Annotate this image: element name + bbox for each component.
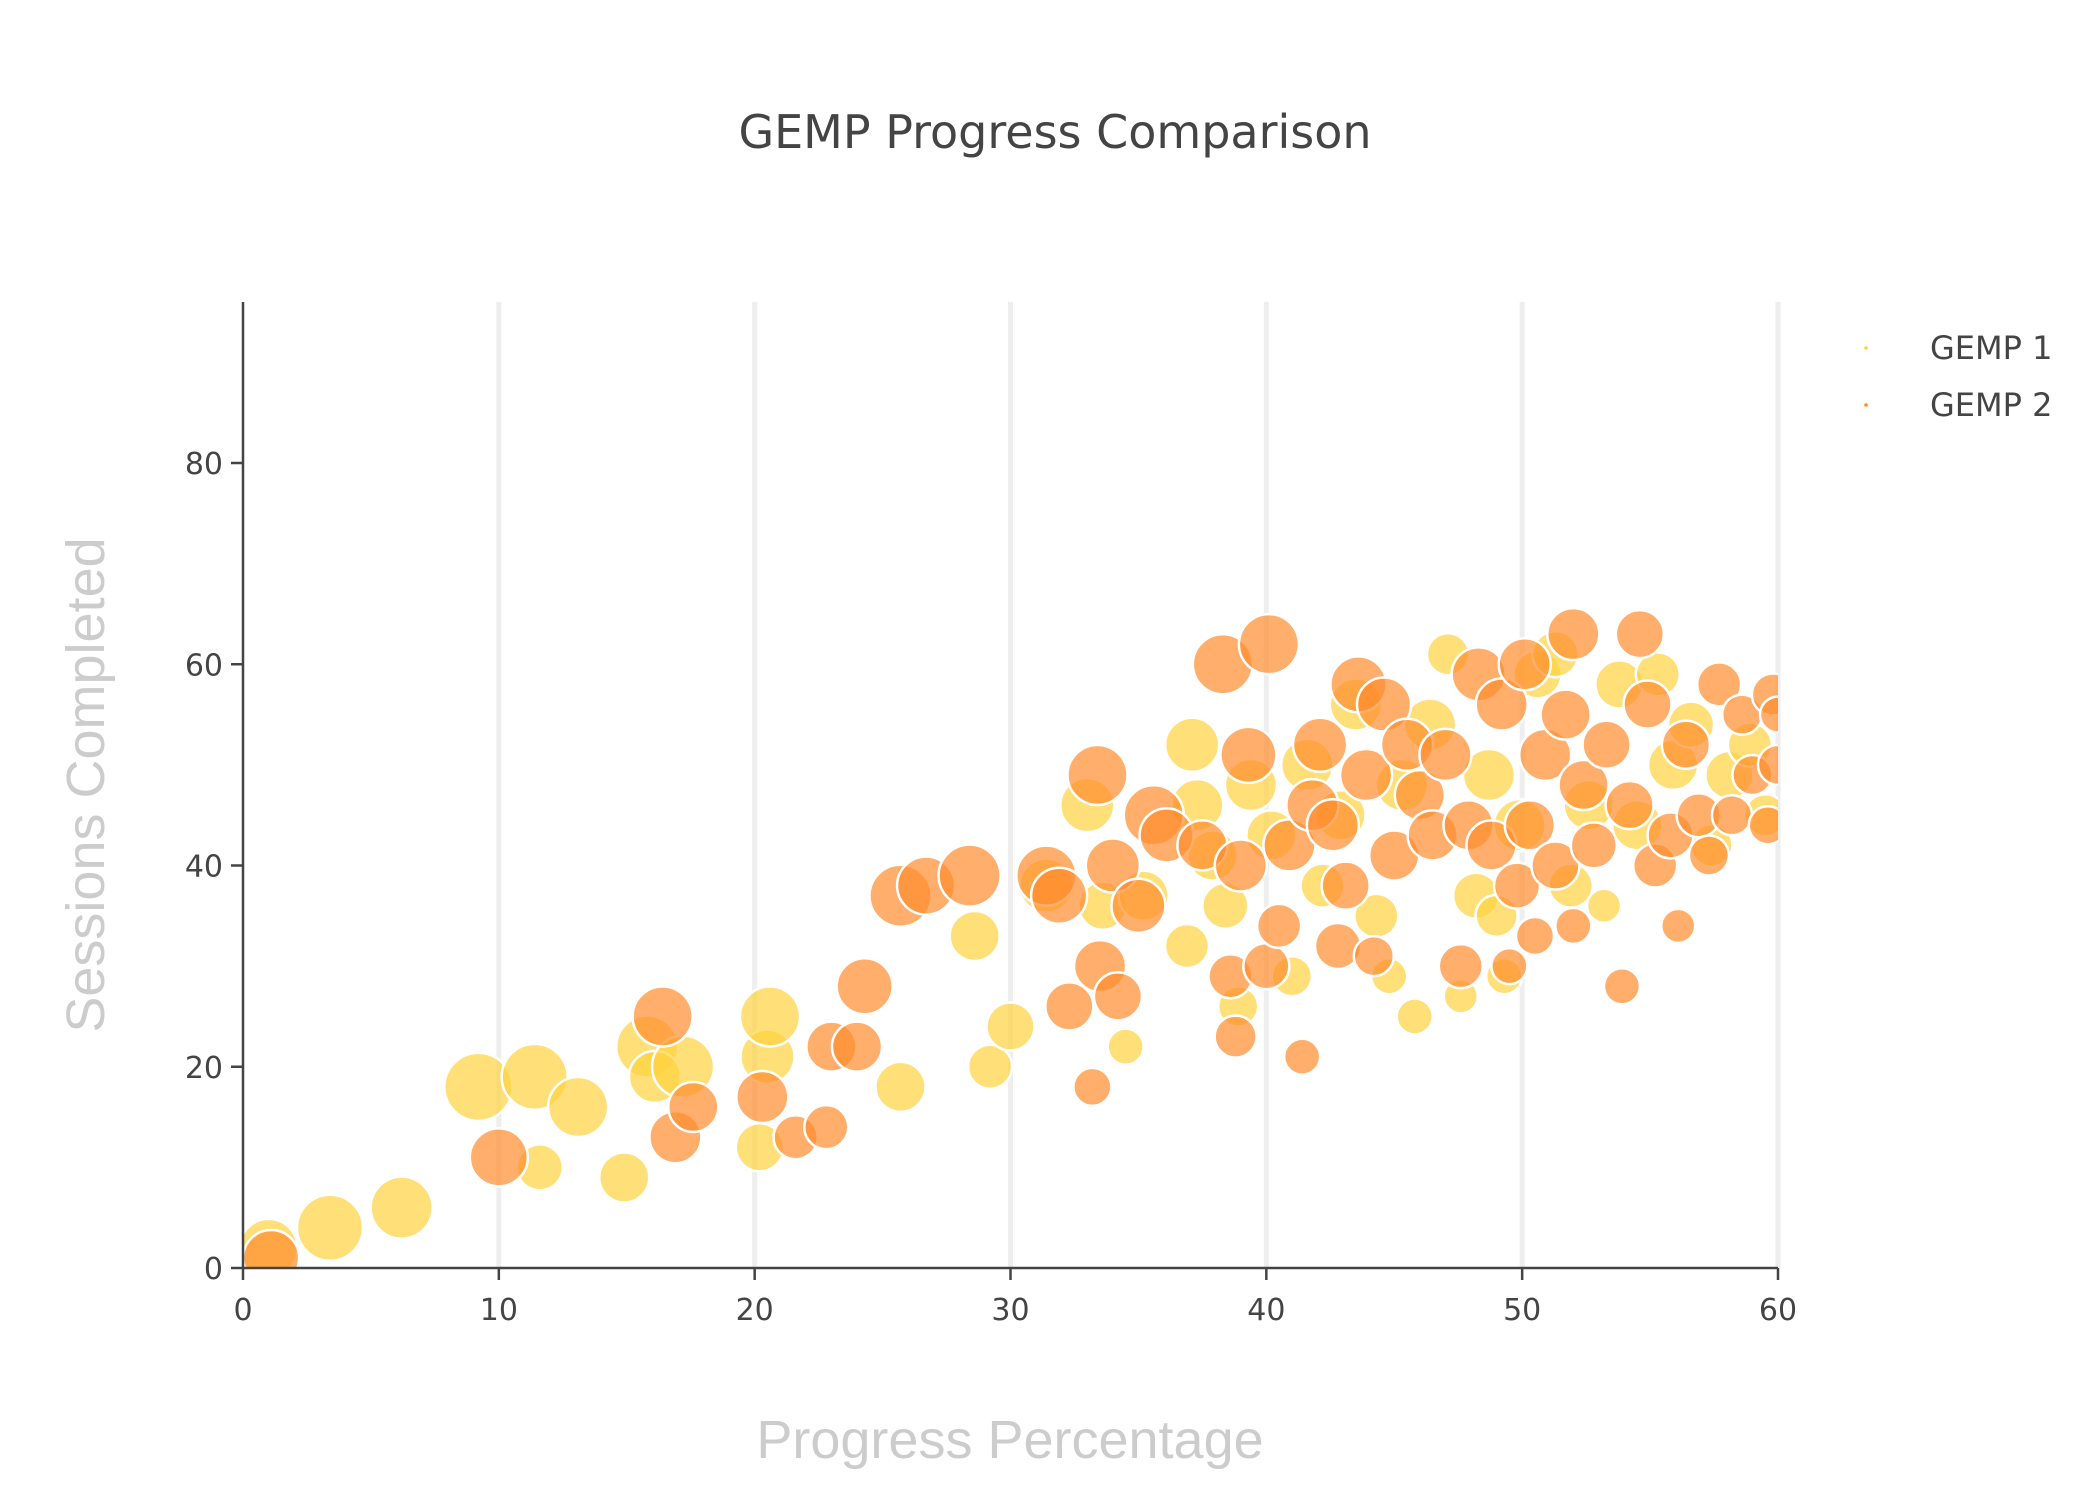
data-point[interactable] — [1569, 821, 1619, 870]
data-point[interactable] — [1695, 661, 1743, 708]
series-2 — [243, 606, 1798, 1286]
data-point[interactable] — [1163, 922, 1211, 970]
data-point[interactable] — [243, 1228, 301, 1286]
data-point[interactable] — [1291, 716, 1349, 773]
x-tick-label: 60 — [1759, 1293, 1797, 1328]
data-point[interactable] — [835, 957, 894, 1016]
data-point[interactable] — [1660, 719, 1712, 770]
data-point[interactable] — [1747, 805, 1787, 846]
legend-item-gemp-2[interactable]: GEMP 2 — [1864, 386, 2052, 424]
data-point[interactable] — [1242, 941, 1291, 991]
legend[interactable]: GEMP 1 GEMP 2 — [1864, 329, 2052, 424]
data-point[interactable] — [966, 1043, 1014, 1090]
data-point[interactable] — [1163, 716, 1221, 773]
data-point[interactable] — [1497, 637, 1552, 692]
data-point[interactable] — [1437, 942, 1485, 990]
data-point[interactable] — [1237, 612, 1301, 676]
y-tick-label: 40 — [185, 850, 223, 885]
data-point[interactable] — [738, 985, 802, 1048]
data-point[interactable] — [1490, 946, 1529, 986]
data-points — [243, 606, 1798, 1286]
data-point[interactable] — [1029, 866, 1089, 925]
data-point[interactable] — [1492, 861, 1542, 910]
data-point[interactable] — [937, 843, 1002, 908]
data-point[interactable] — [1213, 838, 1268, 893]
data-point[interactable] — [631, 985, 694, 1048]
data-point[interactable] — [1585, 887, 1623, 924]
data-point[interactable] — [468, 1127, 530, 1188]
x-tick-label: 30 — [991, 1293, 1029, 1328]
data-point[interactable] — [1622, 679, 1673, 730]
x-axis-title: Progress Percentage — [756, 1410, 1263, 1470]
legend-marker — [1864, 403, 1868, 407]
data-point[interactable] — [1092, 971, 1144, 1022]
legend-item-gemp-1[interactable]: GEMP 1 — [1864, 329, 2052, 367]
y-tick-label: 20 — [185, 1051, 223, 1086]
data-point[interactable] — [1546, 606, 1601, 662]
data-point[interactable] — [1044, 981, 1095, 1032]
y-tick-label: 80 — [185, 447, 223, 482]
data-point[interactable] — [546, 1075, 610, 1139]
data-point[interactable] — [1557, 758, 1610, 812]
data-point[interactable] — [369, 1175, 434, 1240]
data-point[interactable] — [1418, 727, 1473, 783]
data-point[interactable] — [1395, 997, 1434, 1036]
legend-label: GEMP 2 — [1930, 386, 2052, 424]
data-point[interactable] — [1213, 1014, 1258, 1059]
x-tick-label: 50 — [1503, 1293, 1541, 1328]
data-point[interactable] — [1756, 743, 1798, 787]
data-point[interactable] — [667, 1080, 720, 1134]
data-point[interactable] — [1530, 840, 1581, 891]
legend-marker — [1864, 346, 1868, 350]
data-point[interactable] — [1066, 743, 1129, 807]
data-point[interactable] — [1614, 608, 1666, 660]
data-point[interactable] — [830, 1020, 884, 1073]
x-tick-label: 40 — [1247, 1293, 1285, 1328]
data-point[interactable] — [1581, 719, 1632, 770]
data-point[interactable] — [1602, 967, 1642, 1006]
data-point[interactable] — [1687, 834, 1731, 877]
data-point[interactable] — [874, 1060, 927, 1114]
data-point[interactable] — [1255, 902, 1303, 950]
data-point[interactable] — [1282, 1037, 1322, 1076]
axes: 0 10 20 30 40 50 60 0 20 40 60 80 — [185, 302, 1797, 1328]
data-point[interactable] — [985, 1001, 1036, 1052]
x-tick-label: 10 — [480, 1293, 518, 1328]
data-point[interactable] — [1305, 798, 1361, 853]
data-point[interactable] — [948, 909, 1001, 963]
data-point[interactable] — [1554, 906, 1593, 946]
data-point[interactable] — [597, 1151, 651, 1204]
data-point[interactable] — [1352, 934, 1396, 978]
data-point[interactable] — [1320, 860, 1371, 911]
data-point[interactable] — [1503, 799, 1557, 852]
y-tick-label: 60 — [185, 648, 223, 683]
y-axis-title: Sessions Completed — [56, 537, 116, 1032]
y-tick-label: 0 — [204, 1252, 223, 1287]
data-point[interactable] — [1514, 915, 1556, 957]
x-tick-label: 0 — [233, 1293, 252, 1328]
data-point[interactable] — [1710, 793, 1754, 837]
data-point[interactable] — [735, 1069, 790, 1125]
data-point[interactable] — [1604, 779, 1655, 831]
data-point[interactable] — [1106, 1027, 1145, 1066]
data-point[interactable] — [1539, 688, 1592, 741]
data-point[interactable] — [1219, 725, 1278, 785]
data-point[interactable] — [1758, 695, 1796, 734]
data-point[interactable] — [1072, 1066, 1113, 1108]
chart-title: GEMP Progress Comparison — [738, 105, 1371, 159]
data-point[interactable] — [295, 1193, 365, 1262]
data-point[interactable] — [803, 1103, 850, 1151]
data-point[interactable] — [1338, 747, 1394, 803]
data-point[interactable] — [1084, 837, 1142, 894]
x-tick-label: 20 — [736, 1293, 774, 1328]
data-point[interactable] — [1110, 877, 1167, 934]
data-point[interactable] — [1659, 907, 1697, 945]
legend-label: GEMP 1 — [1930, 329, 2052, 367]
